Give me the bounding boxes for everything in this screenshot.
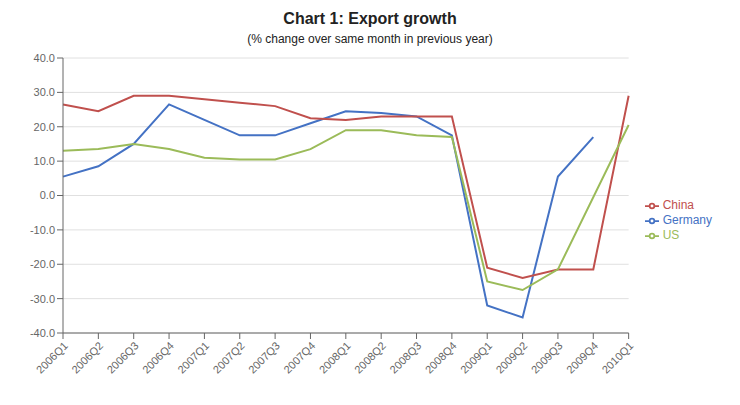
svg-text:30.0: 30.0 bbox=[34, 86, 55, 98]
svg-text:2006Q1: 2006Q1 bbox=[34, 339, 70, 375]
html-text:(% change over same month in p: (% change over same month in previous ye… bbox=[247, 32, 493, 46]
svg-text:2008Q1: 2008Q1 bbox=[317, 339, 353, 375]
svg-text:2007Q3: 2007Q3 bbox=[246, 339, 282, 375]
html-text:Germany: Germany bbox=[662, 213, 712, 228]
svg-text:2007Q1: 2007Q1 bbox=[175, 339, 211, 375]
svg-text:-40.0: -40.0 bbox=[30, 327, 55, 339]
svg-text:2006Q4: 2006Q4 bbox=[140, 339, 176, 375]
html-text:Chart 1: Export growth: Chart 1: Export growth bbox=[283, 10, 457, 27]
svg-text:2009Q4: 2009Q4 bbox=[564, 339, 600, 375]
svg-text:2007Q4: 2007Q4 bbox=[281, 339, 317, 375]
html-text:China: China bbox=[662, 198, 694, 213]
svg-text:-10.0: -10.0 bbox=[30, 224, 55, 236]
html-text:US: US bbox=[662, 227, 680, 242]
svg-text:2008Q4: 2008Q4 bbox=[423, 339, 459, 375]
svg-text:10.0: 10.0 bbox=[34, 155, 55, 167]
svg-text:2009Q3: 2009Q3 bbox=[529, 339, 565, 375]
svg-text:2006Q2: 2006Q2 bbox=[69, 339, 105, 375]
svg-text:20.0: 20.0 bbox=[34, 121, 55, 133]
svg-text:-30.0: -30.0 bbox=[30, 293, 55, 305]
svg-text:2009Q1: 2009Q1 bbox=[458, 339, 494, 375]
svg-text:2006Q3: 2006Q3 bbox=[104, 339, 140, 375]
svg-text:0.0: 0.0 bbox=[40, 189, 55, 201]
svg-text:-20.0: -20.0 bbox=[30, 258, 55, 270]
svg-text:2009Q2: 2009Q2 bbox=[493, 339, 529, 375]
svg-text:40.0: 40.0 bbox=[34, 52, 55, 64]
svg-text:2008Q2: 2008Q2 bbox=[352, 339, 388, 375]
svg-text:2007Q2: 2007Q2 bbox=[211, 339, 247, 375]
svg-text:2008Q3: 2008Q3 bbox=[387, 339, 423, 375]
svg-text:2010Q1: 2010Q1 bbox=[599, 339, 635, 375]
